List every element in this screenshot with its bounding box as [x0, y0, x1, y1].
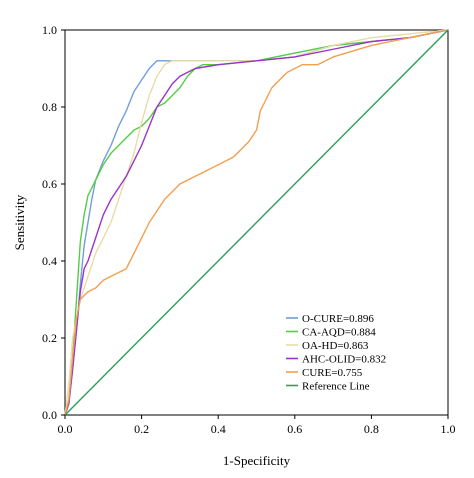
legend-entry: AHC-OLID=0.832 [302, 354, 386, 366]
legend-entry: CA-AQD=0.884 [302, 327, 376, 339]
legend-entry: O-CURE=0.896 [302, 313, 374, 325]
y-tick-label: 0.6 [42, 177, 57, 191]
x-axis-label: 1-Specificity [223, 453, 291, 468]
y-axis-label: Sensitivity [12, 194, 27, 250]
plot-area [64, 29, 449, 416]
series-line-reference-line [64, 29, 449, 416]
series-line-ca-aqd [64, 29, 449, 416]
x-tick-label: 0.0 [58, 422, 73, 436]
plot-frame [64, 29, 449, 416]
y-tick-label: 0.4 [42, 254, 57, 268]
x-tick-label: 0.2 [134, 422, 149, 436]
series-line-ahc-olid [64, 29, 449, 416]
y-tick-label: 0.8 [42, 100, 57, 114]
legend-entry: Reference Line [302, 381, 370, 393]
x-tick-label: 0.8 [364, 422, 379, 436]
y-tick-label: 0.2 [42, 331, 57, 345]
series-line-oa-hd [64, 29, 449, 416]
legend-entry: CURE=0.755 [302, 367, 363, 379]
x-tick-label: 1.0 [441, 422, 456, 436]
x-tick-label: 0.4 [211, 422, 226, 436]
y-tick-label: 0.0 [42, 408, 57, 422]
y-axis-ticks: 0.0 0.2 0.4 0.6 0.8 1.0 [42, 23, 65, 422]
series-layer [64, 29, 449, 416]
x-axis-ticks: 0.0 0.2 0.4 0.6 0.8 1.0 [58, 415, 456, 436]
y-tick-label: 1.0 [42, 23, 57, 37]
x-tick-label: 0.6 [287, 422, 302, 436]
series-line-cure [64, 29, 449, 416]
legend-entry: OA-HD=0.863 [302, 340, 369, 352]
